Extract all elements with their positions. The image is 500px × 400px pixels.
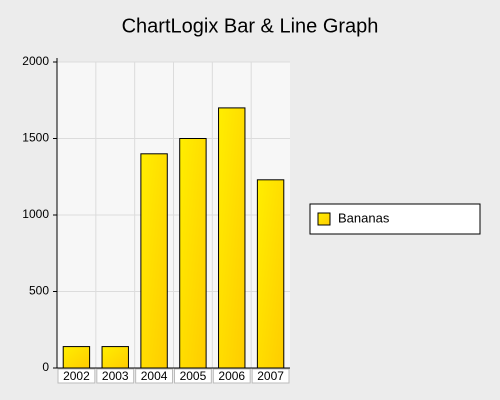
bar — [256, 179, 285, 369]
legend-label: Bananas — [338, 210, 390, 225]
y-tick-label: 500 — [29, 284, 49, 298]
x-tick-label: 2004 — [141, 369, 168, 383]
legend-box — [309, 203, 481, 235]
x-tick-label: 2005 — [180, 369, 207, 383]
y-tick-label: 1000 — [22, 207, 49, 221]
x-tick-label: 2007 — [257, 369, 284, 383]
bar — [101, 346, 129, 369]
x-tick-label: 2003 — [102, 369, 129, 383]
x-tick-box — [174, 368, 212, 384]
y-tick-label: 1500 — [22, 131, 49, 145]
x-tick-label: 2006 — [218, 369, 245, 383]
x-tick-box — [212, 368, 251, 384]
x-tick-box — [96, 368, 135, 384]
y-tick-label: 0 — [42, 360, 49, 374]
x-tick-label: 2002 — [63, 369, 90, 383]
y-tick-label: 2000 — [22, 54, 49, 68]
x-tick-box — [135, 368, 174, 384]
x-tick-box — [57, 368, 96, 384]
chart-title: ChartLogix Bar & Line Graph — [122, 15, 379, 37]
bar — [218, 107, 246, 369]
x-tick-box — [251, 368, 290, 384]
bar — [62, 346, 91, 369]
bar — [179, 138, 207, 369]
legend-swatch — [317, 212, 331, 226]
bar — [140, 153, 168, 369]
